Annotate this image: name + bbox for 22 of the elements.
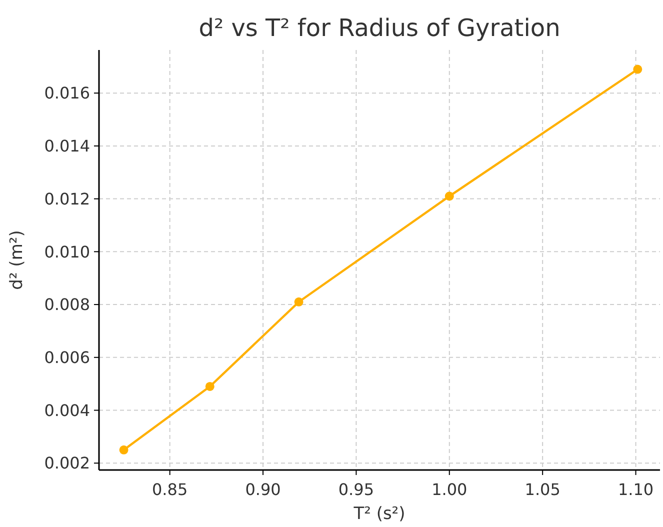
y-axis-title: d² (m²) <box>7 230 27 290</box>
point <box>633 64 642 74</box>
point <box>205 382 214 391</box>
y-tick-label: 0.010 <box>44 242 90 262</box>
x-tick-label: 0.90 <box>245 480 281 499</box>
y-tick-label: 0.002 <box>44 454 90 473</box>
y-tick-label: 0.016 <box>44 84 90 103</box>
x-axis-title: T² (s²) <box>352 504 406 524</box>
x-tick-label: 0.85 <box>152 480 188 499</box>
point <box>444 192 454 201</box>
y-tick-label: 0.004 <box>44 400 90 420</box>
x-tick-label: 1.05 <box>524 480 560 499</box>
y-tick-label: 0.014 <box>44 136 90 156</box>
y-tick-label: 0.012 <box>44 189 90 208</box>
point <box>119 445 128 454</box>
x-tick-label: 1.00 <box>432 480 468 499</box>
x-tick-label: 0.95 <box>338 480 374 499</box>
y-tick-label: 0.008 <box>44 295 90 314</box>
x-tick-label: 1.10 <box>618 480 654 499</box>
chart-title: d² vs T² for Radius of Gyration <box>198 14 560 42</box>
point <box>294 297 304 306</box>
y-tick-label: 0.006 <box>44 348 90 367</box>
